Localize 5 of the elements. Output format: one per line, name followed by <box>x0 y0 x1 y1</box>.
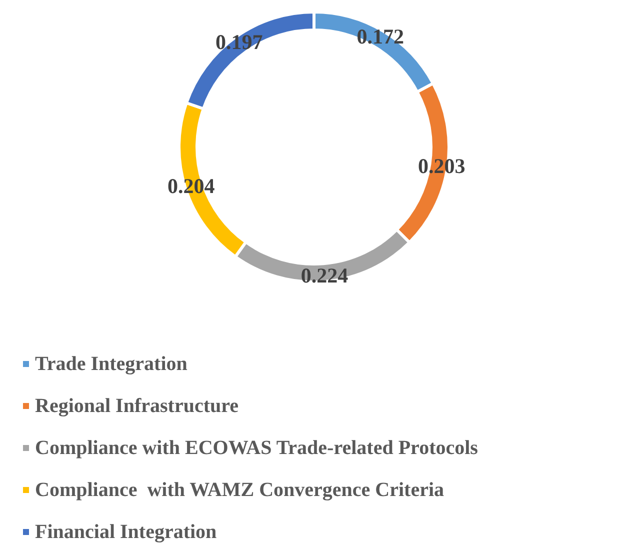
legend-label: Compliance with ECOWAS Trade-related Protocols <box>35 437 478 459</box>
legend-label: Regional Infrastructure <box>35 395 239 417</box>
legend-label: Financial Integration <box>35 521 217 543</box>
legend-label: Trade Integration <box>35 353 188 375</box>
legend-label: Compliance with WAMZ Convergence Criteria <box>35 479 444 501</box>
